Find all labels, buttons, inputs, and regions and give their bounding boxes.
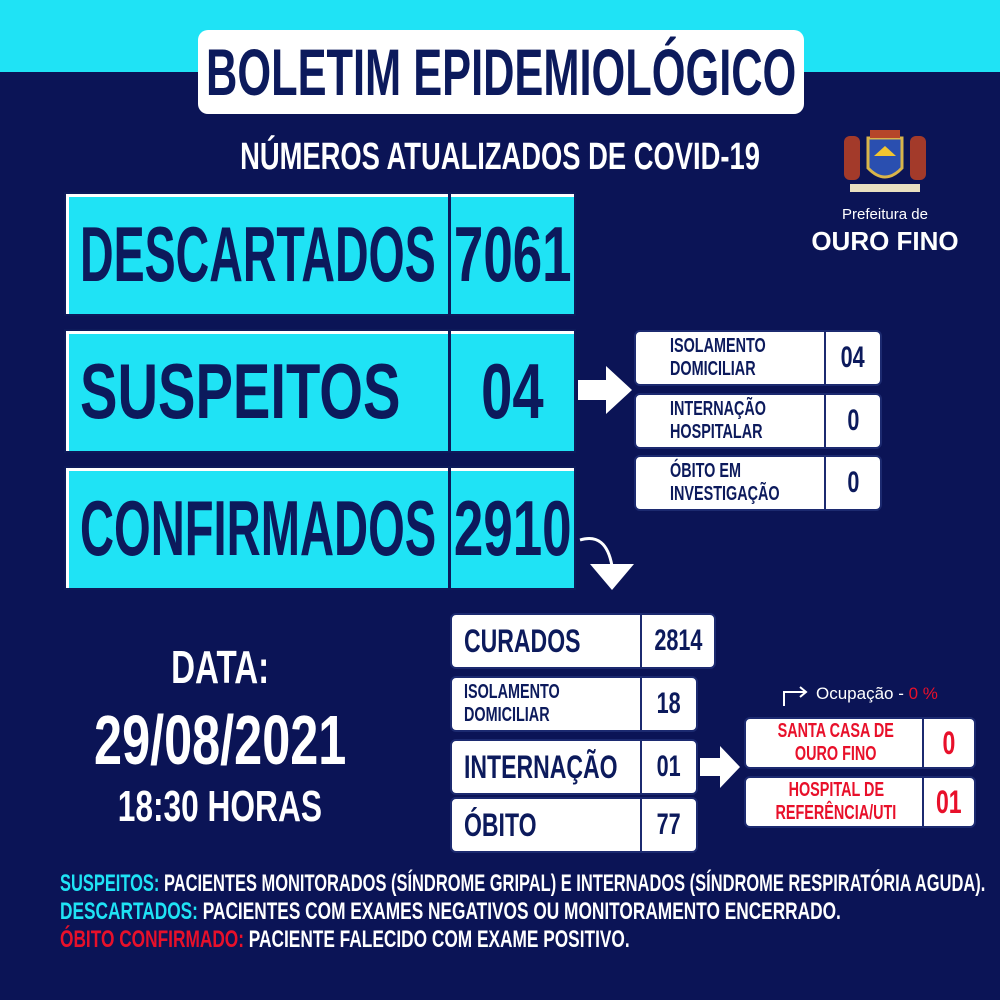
value: 18: [656, 687, 682, 720]
suspeitos-value: 04: [481, 346, 544, 435]
descartados-row: DESCARTADOS 7061: [64, 192, 576, 316]
label-line: ÓBITO EM: [670, 460, 741, 482]
date-value: 29/08/2021: [40, 700, 400, 780]
arrow-right-icon: [700, 746, 740, 788]
label-line: ISOLAMENTO: [464, 681, 560, 703]
label-line: SANTA CASA DE: [777, 720, 895, 742]
internacao-box: INTERNAÇÃO 01: [450, 739, 698, 795]
confirmados-row: CONFIRMADOS 2910: [64, 466, 576, 590]
label-line: HOSPITAL DE: [788, 779, 884, 801]
subtitle-text: NÚMEROS ATUALIZADOS DE COVID-19: [240, 136, 760, 178]
value: 04: [840, 341, 866, 374]
footnote-text: PACIENTE FALECIDO COM EXAME POSITIVO.: [248, 926, 630, 953]
logo-city: OURO FINO: [811, 226, 959, 256]
value: 0: [846, 466, 860, 499]
footnote-term: ÓBITO CONFIRMADO:: [60, 926, 244, 953]
occupancy: Ocupação - 0 %: [816, 684, 938, 704]
date-label: DATA:: [60, 640, 380, 694]
footnote-obito: ÓBITO CONFIRMADO: PACIENTE FALECIDO COM …: [60, 926, 990, 954]
value: 77: [656, 808, 682, 841]
label-line: INTERNAÇÃO: [670, 398, 767, 420]
value: 01: [656, 750, 682, 783]
isolamento-domiciliar-suspeitos: ISOLAMENTO DOMICILIAR 04: [634, 330, 882, 386]
footnote-suspeitos: SUSPEITOS: PACIENTES MONITORADOS (SÍNDRO…: [60, 870, 990, 898]
isolamento-domiciliar-confirmados: ISOLAMENTO DOMICILIAR 18: [450, 676, 698, 732]
title-box: BOLETIM EPIDEMIOLÓGICO: [198, 30, 804, 114]
label-line: DOMICILIAR: [670, 358, 756, 380]
hospital-referencia-box: HOSPITAL DE REFERÊNCIA/UTI 01: [744, 776, 976, 828]
value: 0: [942, 724, 956, 761]
santa-casa-box: SANTA CASA DE OURO FINO 0: [744, 717, 976, 769]
value: 0: [846, 404, 860, 437]
label-line: REFERÊNCIA/UTI: [775, 802, 897, 824]
obito-box: ÓBITO 77: [450, 797, 698, 853]
suspeitos-label: SUSPEITOS: [80, 346, 401, 435]
arrow-curve-down-icon: [579, 537, 634, 590]
label-line: OURO FINO: [795, 743, 877, 765]
label-line: HOSPITALAR: [670, 421, 763, 443]
logo-prefix: Prefeitura de: [842, 206, 928, 223]
obito-investigacao-suspeitos: ÓBITO EM INVESTIGAÇÃO 0: [634, 455, 882, 511]
label: INTERNAÇÃO: [464, 748, 618, 785]
occupancy-value: 0 %: [908, 684, 938, 703]
footnote-term: DESCARTADOS:: [60, 898, 198, 925]
confirmados-value: 2910: [453, 483, 572, 572]
label: CURADOS: [464, 622, 581, 659]
label-line: INVESTIGAÇÃO: [670, 483, 780, 505]
footnote-text: PACIENTES COM EXAMES NEGATIVOS OU MONITO…: [202, 898, 841, 925]
confirmados-label: CONFIRMADOS: [80, 483, 437, 572]
arrow-right-icon: [578, 366, 632, 414]
curados-box: CURADOS 2814: [450, 613, 716, 669]
descartados-label: DESCARTADOS: [80, 209, 436, 298]
footnote-text: PACIENTES MONITORADOS (SÍNDROME GRIPAL) …: [163, 870, 986, 897]
label: ÓBITO: [464, 806, 537, 843]
label-line: DOMICILIAR: [464, 704, 550, 726]
value: 2814: [653, 624, 703, 657]
footnote-descartados: DESCARTADOS: PACIENTES COM EXAMES NEGATI…: [60, 898, 990, 926]
descartados-value: 7061: [453, 209, 572, 298]
label-line: ISOLAMENTO: [670, 335, 766, 357]
page-title: BOLETIM EPIDEMIOLÓGICO: [205, 35, 797, 109]
date-label-text: DATA:: [170, 641, 270, 693]
internacao-hospitalar-suspeitos: INTERNAÇÃO HOSPITALAR 0: [634, 393, 882, 449]
time-value: 18:30 HORAS: [40, 782, 400, 832]
occupancy-label: Ocupação -: [816, 684, 904, 703]
footnote-term: SUSPEITOS:: [60, 870, 160, 897]
date-text: 29/08/2021: [93, 701, 347, 779]
suspeitos-row: SUSPEITOS 04: [64, 329, 576, 453]
time-text: 18:30 HORAS: [117, 782, 323, 831]
value: 01: [936, 783, 962, 820]
city-crest-icon: [844, 130, 926, 192]
subtitle: NÚMEROS ATUALIZADOS DE COVID-19: [0, 136, 1000, 179]
arrow-turn-right-icon: [783, 686, 808, 706]
